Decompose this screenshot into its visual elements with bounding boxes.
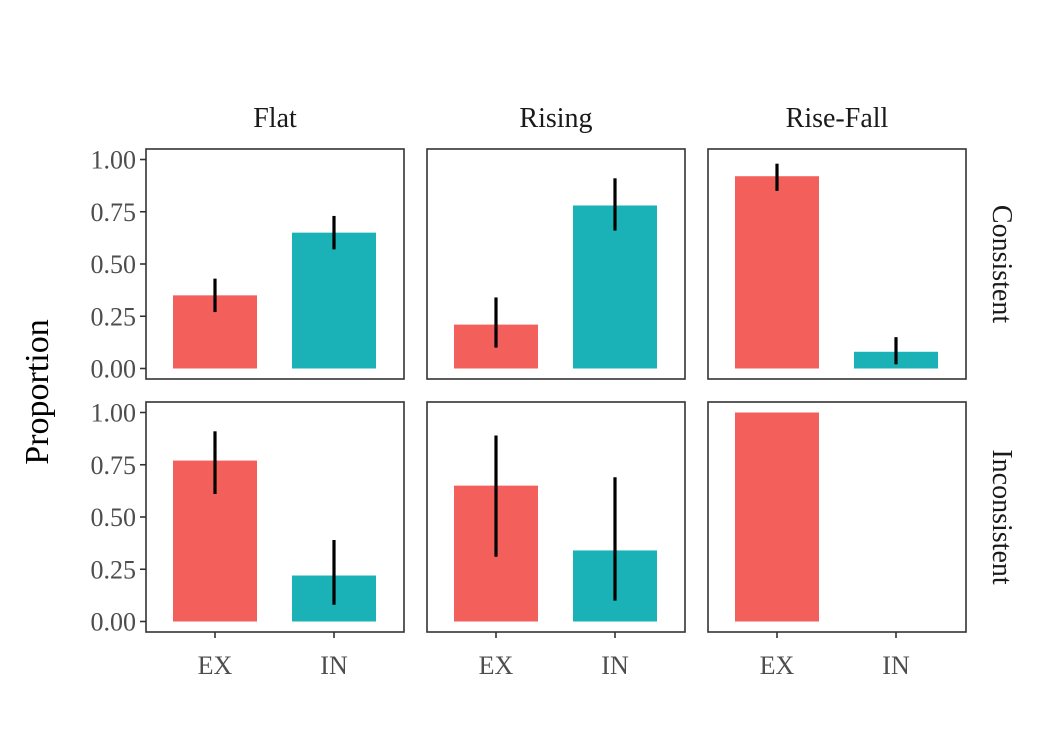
bar-ex: [735, 176, 819, 369]
y-tick-label: 0.50: [91, 250, 137, 279]
y-tick-label: 0.00: [91, 355, 137, 384]
facet-column-label: Rising: [519, 103, 592, 134]
panel-frame: [145, 401, 405, 633]
panel-frame: [707, 148, 967, 380]
x-tick-label: EX: [760, 651, 795, 680]
y-tick-label: 1.00: [91, 399, 137, 428]
x-tick-label: IN: [882, 651, 910, 680]
y-tick-label: 1.00: [91, 146, 137, 175]
y-tick-label: 0.25: [91, 555, 137, 584]
facet-column-label: Rise-Fall: [786, 103, 889, 134]
y-tick-label: 0.25: [91, 302, 137, 331]
x-tick-label: IN: [320, 651, 348, 680]
panel-frame: [426, 148, 686, 380]
facet-row-label: Consistent: [986, 205, 1017, 323]
y-axis-title: Proportion: [19, 319, 56, 464]
y-tick-label: 0.75: [91, 451, 137, 480]
facet-column-label: Flat: [253, 103, 297, 134]
x-tick-label: EX: [198, 651, 233, 680]
bar-in: [292, 232, 376, 369]
facet-row-label: Inconsistent: [986, 449, 1017, 585]
y-tick-label: 0.75: [91, 198, 137, 227]
bar-in: [573, 205, 657, 369]
y-tick-label: 0.50: [91, 503, 137, 532]
bar-ex: [735, 412, 819, 622]
panel-frame: [707, 401, 967, 633]
panel-frame: [145, 148, 405, 380]
y-tick-label: 0.00: [91, 608, 137, 637]
x-tick-label: IN: [601, 651, 629, 680]
panel-frame: [426, 401, 686, 633]
x-tick-label: EX: [479, 651, 514, 680]
